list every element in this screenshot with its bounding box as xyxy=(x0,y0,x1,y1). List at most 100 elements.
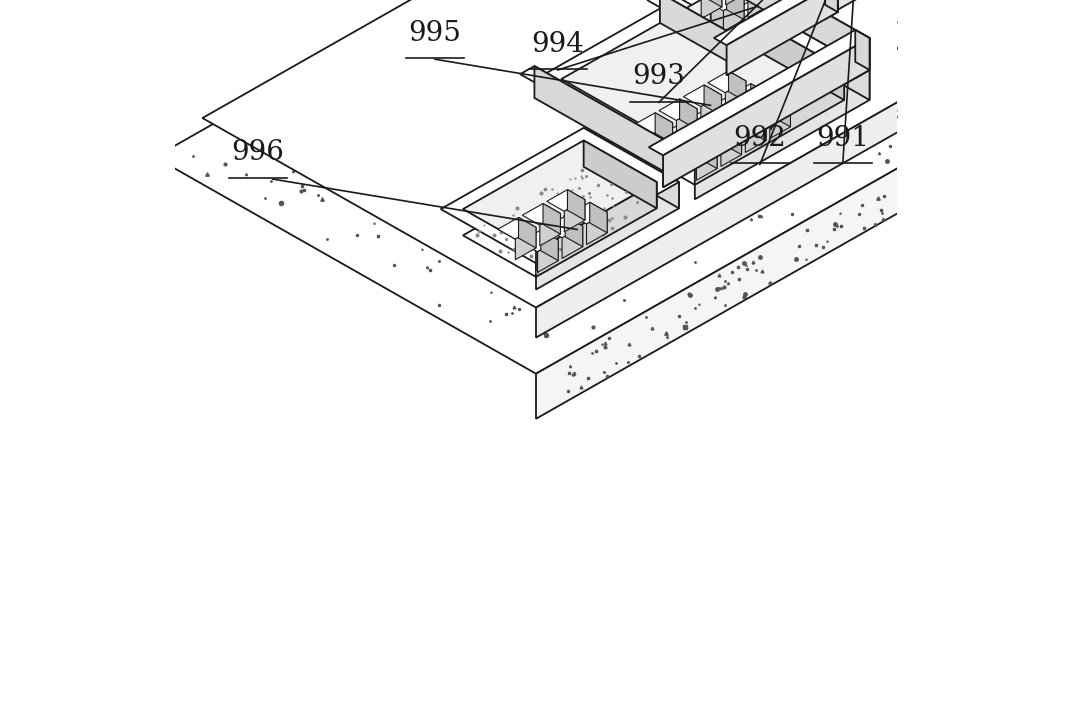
Polygon shape xyxy=(743,0,908,49)
Polygon shape xyxy=(706,0,744,11)
Polygon shape xyxy=(855,38,869,78)
Polygon shape xyxy=(676,109,697,141)
Polygon shape xyxy=(593,0,908,19)
Polygon shape xyxy=(750,84,769,114)
Polygon shape xyxy=(711,0,844,100)
Polygon shape xyxy=(593,0,908,49)
Polygon shape xyxy=(660,0,740,68)
Polygon shape xyxy=(522,204,561,225)
Polygon shape xyxy=(703,124,742,146)
Polygon shape xyxy=(583,141,657,208)
Polygon shape xyxy=(562,0,844,155)
Polygon shape xyxy=(565,216,583,247)
Polygon shape xyxy=(463,141,657,251)
Polygon shape xyxy=(729,71,746,102)
Polygon shape xyxy=(664,147,678,187)
Polygon shape xyxy=(664,38,869,187)
Polygon shape xyxy=(714,0,838,45)
Polygon shape xyxy=(727,97,744,129)
Polygon shape xyxy=(684,85,721,107)
Polygon shape xyxy=(705,97,744,119)
Polygon shape xyxy=(728,1,766,23)
Polygon shape xyxy=(203,0,1072,308)
Text: 996: 996 xyxy=(232,139,284,166)
Polygon shape xyxy=(753,96,790,118)
Polygon shape xyxy=(536,182,679,290)
Polygon shape xyxy=(773,0,791,18)
Polygon shape xyxy=(154,0,1072,374)
Polygon shape xyxy=(724,0,744,32)
Polygon shape xyxy=(497,217,536,239)
Text: 993: 993 xyxy=(632,64,685,90)
Polygon shape xyxy=(727,0,744,19)
Polygon shape xyxy=(743,0,933,64)
Polygon shape xyxy=(520,66,678,155)
Polygon shape xyxy=(659,99,697,121)
Polygon shape xyxy=(536,182,657,277)
Polygon shape xyxy=(701,0,721,19)
Polygon shape xyxy=(746,12,766,44)
Polygon shape xyxy=(701,95,721,127)
Polygon shape xyxy=(520,230,559,252)
Polygon shape xyxy=(681,111,719,133)
Polygon shape xyxy=(655,113,672,143)
Polygon shape xyxy=(794,0,815,16)
Polygon shape xyxy=(697,148,717,180)
Polygon shape xyxy=(724,124,742,155)
Polygon shape xyxy=(564,199,585,232)
Polygon shape xyxy=(790,0,803,6)
Polygon shape xyxy=(535,66,678,179)
Polygon shape xyxy=(679,138,717,160)
Polygon shape xyxy=(680,99,697,129)
Polygon shape xyxy=(695,70,869,199)
Polygon shape xyxy=(726,0,746,5)
Polygon shape xyxy=(773,96,790,127)
Polygon shape xyxy=(748,110,766,141)
Polygon shape xyxy=(700,138,717,168)
Polygon shape xyxy=(727,0,838,75)
Polygon shape xyxy=(819,0,839,2)
Polygon shape xyxy=(745,120,766,152)
Polygon shape xyxy=(758,0,1072,22)
Polygon shape xyxy=(516,227,536,260)
Polygon shape xyxy=(728,110,766,132)
Polygon shape xyxy=(536,13,1072,419)
Polygon shape xyxy=(544,204,561,234)
Polygon shape xyxy=(519,217,536,248)
Polygon shape xyxy=(727,38,740,75)
Polygon shape xyxy=(747,94,769,126)
Polygon shape xyxy=(463,167,657,277)
Polygon shape xyxy=(586,212,607,245)
Polygon shape xyxy=(547,190,585,212)
Polygon shape xyxy=(730,84,769,105)
Polygon shape xyxy=(749,1,766,32)
Polygon shape xyxy=(545,216,583,238)
Polygon shape xyxy=(770,0,791,30)
Polygon shape xyxy=(712,0,869,46)
Polygon shape xyxy=(652,123,672,155)
Polygon shape xyxy=(441,128,679,264)
Polygon shape xyxy=(699,121,719,154)
Polygon shape xyxy=(770,106,790,139)
Polygon shape xyxy=(567,190,585,220)
Polygon shape xyxy=(647,0,740,45)
Text: 994: 994 xyxy=(532,31,584,58)
Polygon shape xyxy=(562,24,844,185)
Polygon shape xyxy=(568,0,933,34)
Polygon shape xyxy=(711,0,869,100)
Text: 992: 992 xyxy=(733,125,786,152)
Polygon shape xyxy=(727,0,869,70)
Polygon shape xyxy=(751,0,769,6)
Polygon shape xyxy=(695,70,844,185)
Polygon shape xyxy=(790,0,1072,58)
Polygon shape xyxy=(708,71,746,92)
Polygon shape xyxy=(674,135,695,168)
Polygon shape xyxy=(726,81,746,113)
Polygon shape xyxy=(855,30,869,70)
Polygon shape xyxy=(562,226,583,258)
Polygon shape xyxy=(724,108,744,140)
Polygon shape xyxy=(825,0,838,19)
Text: 991: 991 xyxy=(817,125,869,152)
Polygon shape xyxy=(772,0,793,4)
Polygon shape xyxy=(657,126,695,147)
